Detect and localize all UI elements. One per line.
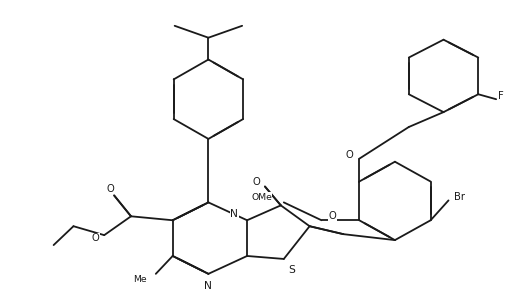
Text: O: O <box>106 183 114 193</box>
Text: N: N <box>231 209 238 219</box>
Text: S: S <box>289 265 295 275</box>
Text: F: F <box>498 91 504 101</box>
Text: Br: Br <box>454 193 466 202</box>
Text: O: O <box>252 177 260 187</box>
Text: OMe: OMe <box>251 193 272 202</box>
Text: O: O <box>92 233 99 243</box>
Text: N: N <box>205 281 212 291</box>
Text: O: O <box>328 211 336 221</box>
Text: Me: Me <box>133 275 147 284</box>
Text: O: O <box>346 150 353 160</box>
